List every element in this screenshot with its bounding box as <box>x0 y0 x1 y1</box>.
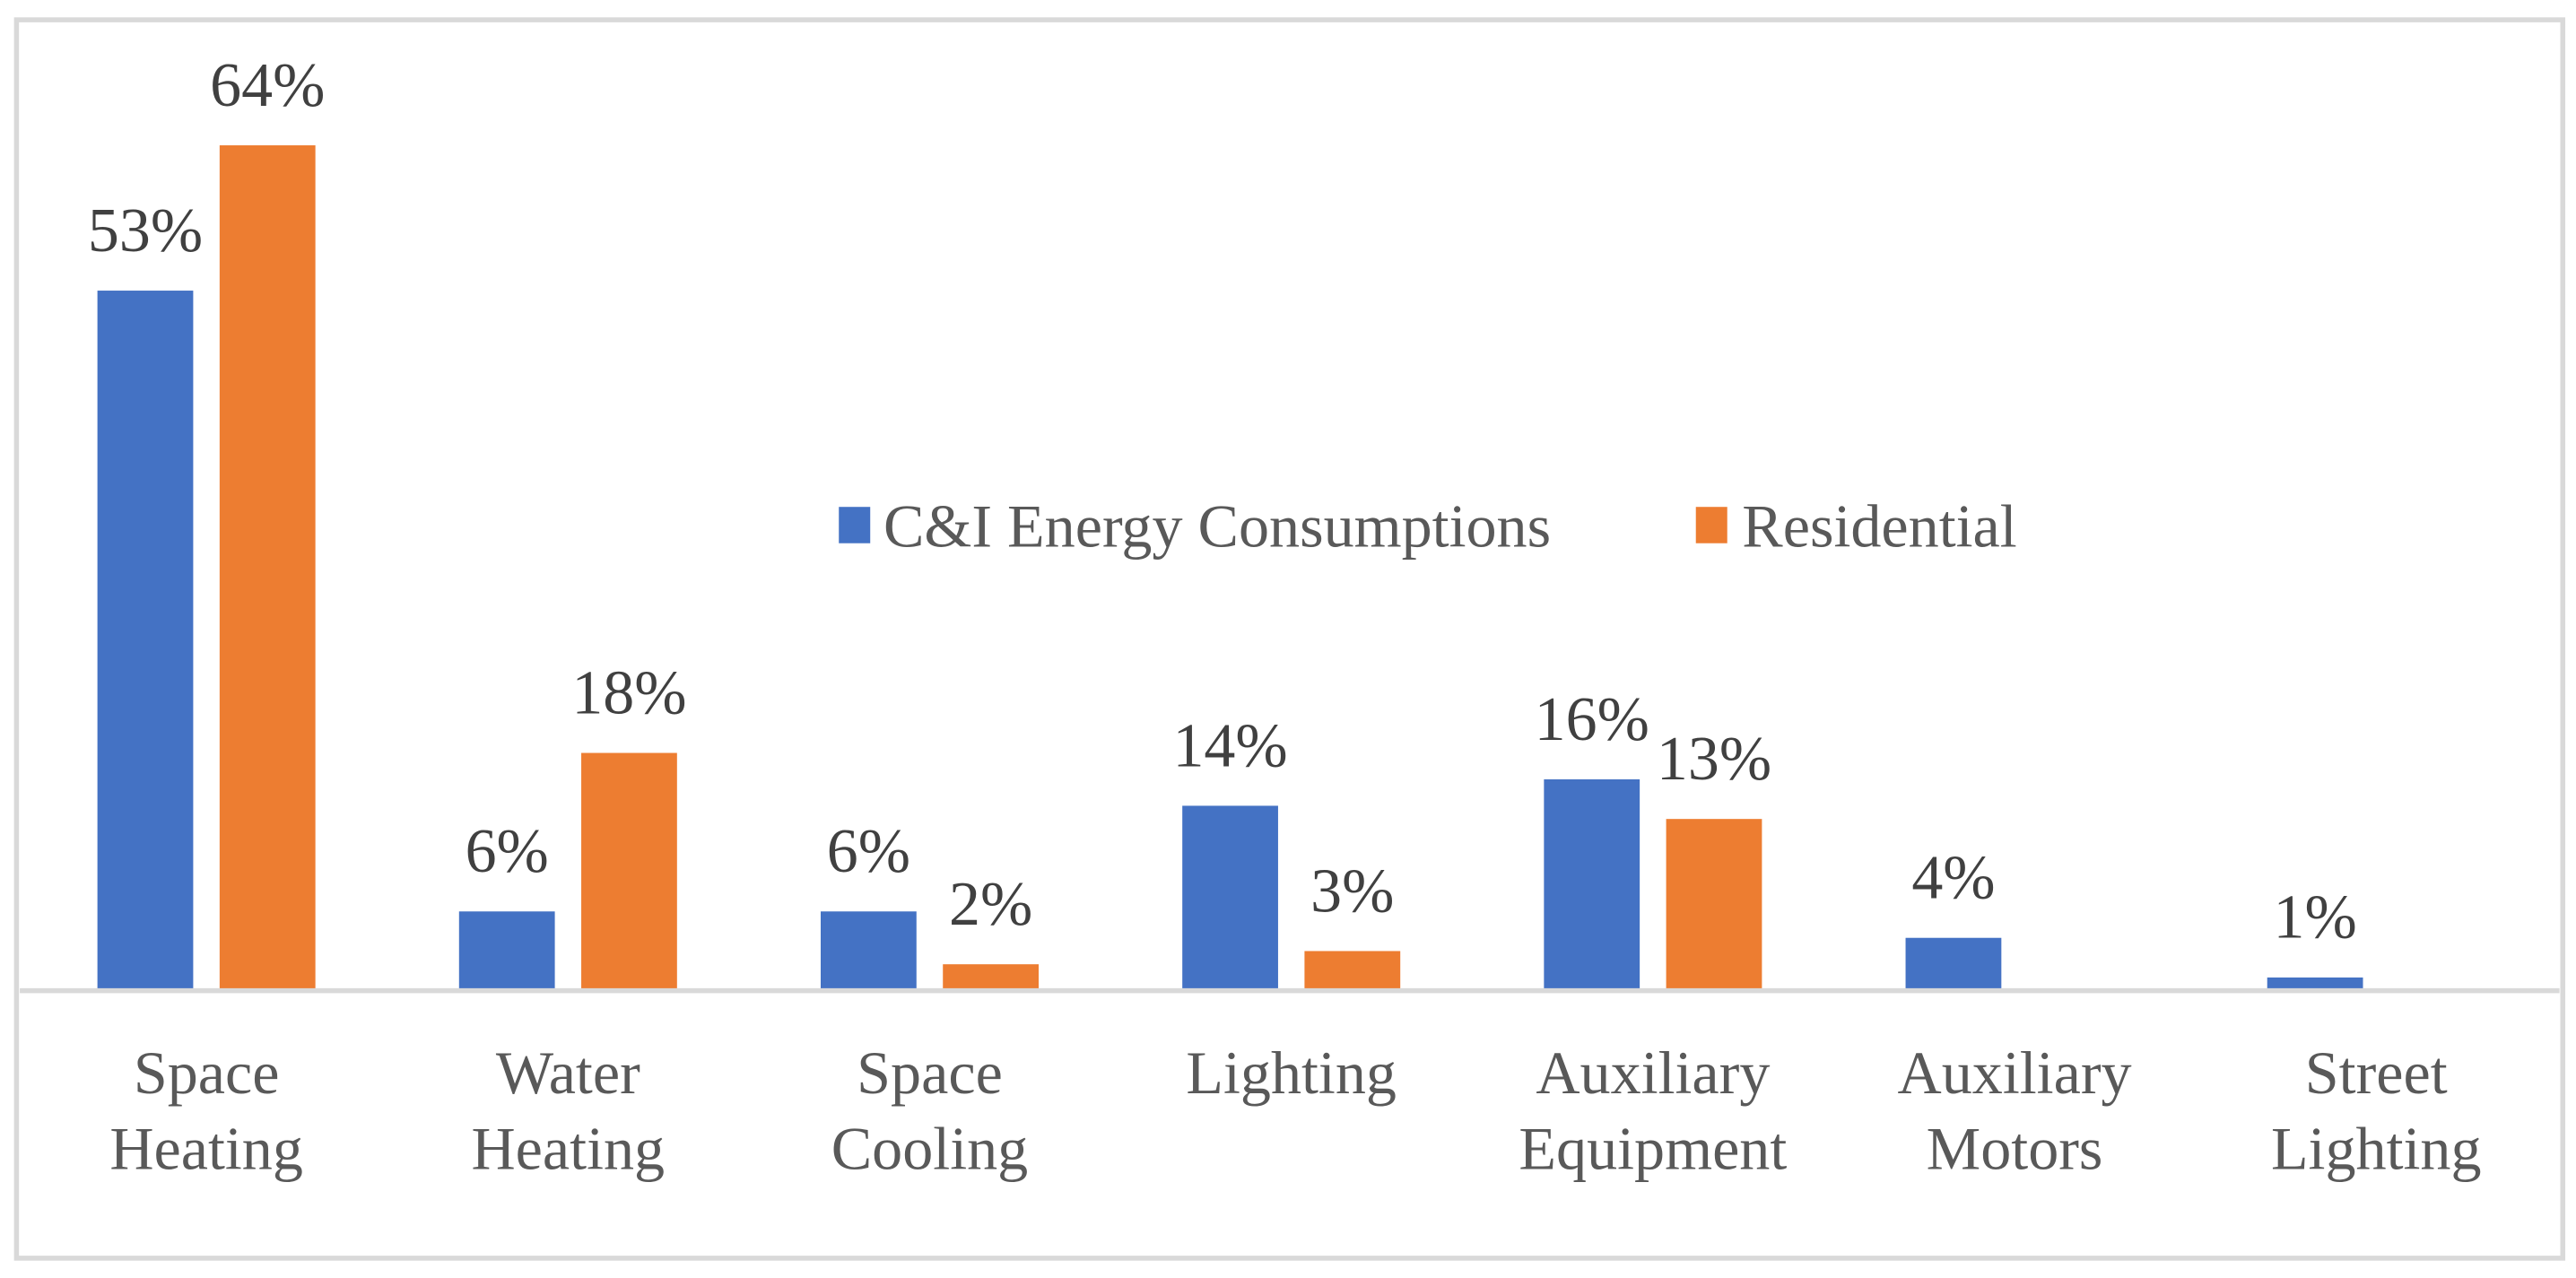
bar-residential <box>581 752 677 991</box>
data-label: 53% <box>88 196 203 265</box>
bar-residential <box>219 145 316 991</box>
x-tick-label: Equipment <box>1519 1114 1787 1182</box>
legend-label-c-and-i: C&I Energy Consumptions <box>883 491 1551 560</box>
chart-border <box>13 17 2566 1261</box>
x-tick-label: Heating <box>109 1114 303 1182</box>
bar-c-and-i <box>1544 778 1640 991</box>
x-tick-label: Water <box>496 1039 640 1107</box>
bar-c-and-i <box>820 911 917 991</box>
x-tick-label: Lighting <box>1186 1039 1397 1107</box>
data-label: 13% <box>1657 725 1771 794</box>
x-tick-label: Auxiliary <box>1536 1039 1770 1107</box>
x-tick-label: Space <box>134 1039 280 1107</box>
data-label: 3% <box>1310 856 1394 926</box>
bar-c-and-i <box>458 911 555 991</box>
x-tick-label: Auxiliary <box>1898 1039 2132 1107</box>
bar-c-and-i <box>1905 937 2002 991</box>
data-label: 4% <box>1911 844 1995 913</box>
bar-residential <box>943 964 1040 991</box>
legend-swatch-c-and-i <box>839 507 871 543</box>
legend-label-residential: Residential <box>1742 491 2016 560</box>
x-tick-label: Cooling <box>831 1114 1029 1182</box>
data-label: 16% <box>1535 685 1649 754</box>
bar-c-and-i <box>2267 977 2363 991</box>
legend-swatch-residential <box>1695 507 1727 543</box>
data-label: 2% <box>949 870 1032 939</box>
x-tick-label: Heating <box>472 1114 666 1182</box>
data-label: 6% <box>466 817 549 886</box>
x-tick-label: Motors <box>1927 1114 2103 1182</box>
data-label: 14% <box>1172 711 1287 780</box>
data-label: 64% <box>210 51 325 120</box>
legend: C&I Energy Consumptions Residential <box>839 491 2017 560</box>
bar-c-and-i <box>97 291 194 991</box>
bar-c-and-i <box>1182 805 1278 991</box>
x-tick-label: Lighting <box>2271 1114 2482 1182</box>
x-tick-label: Street <box>2305 1039 2448 1107</box>
bar-residential <box>1304 951 1401 991</box>
data-label: 18% <box>571 658 686 727</box>
x-tick-label: Space <box>857 1039 1003 1107</box>
data-label: 6% <box>827 817 910 886</box>
bar-residential <box>1666 819 1762 991</box>
data-label: 1% <box>2274 883 2357 952</box>
